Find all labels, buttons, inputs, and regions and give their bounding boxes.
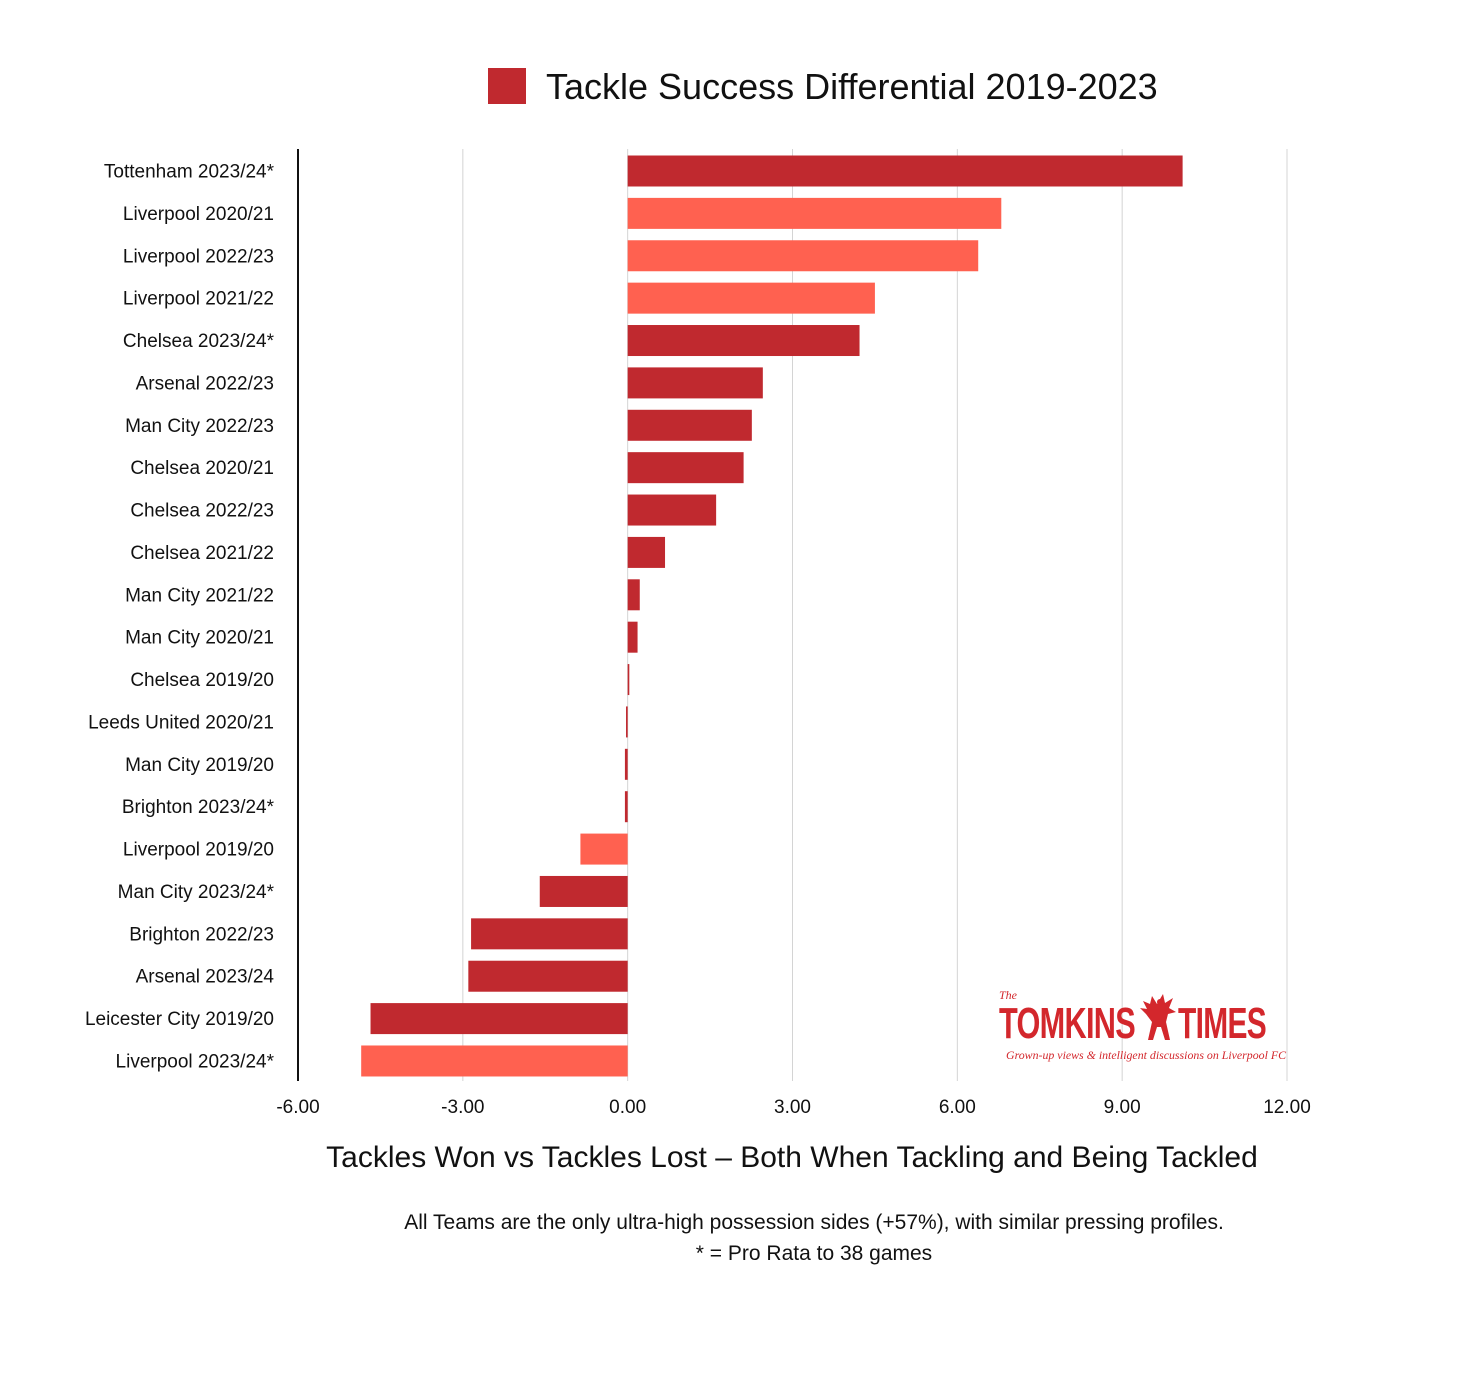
bar <box>580 833 628 865</box>
bar <box>627 240 979 272</box>
category-label: Man City 2019/20 <box>125 755 274 776</box>
category-label: Tottenham 2023/24* <box>104 162 275 183</box>
category-label: Leeds United 2020/21 <box>88 712 274 733</box>
x-axis-title: Tackles Won vs Tackles Lost – Both When … <box>326 1141 1258 1174</box>
bar <box>627 325 860 357</box>
x-tick-label: 6.00 <box>939 1097 976 1118</box>
category-label: Arsenal 2023/24 <box>136 967 275 988</box>
category-labels: Tottenham 2023/24* Liverpool 2020/21 Liver… <box>85 162 275 1073</box>
category-label: Leicester City 2019/20 <box>85 1009 274 1030</box>
bar <box>471 918 628 950</box>
category-label: Chelsea 2021/22 <box>130 543 274 564</box>
x-tick-labels: -6.00 -3.00 0.00 3.00 6.00 9.00 12.00 <box>276 1097 1310 1118</box>
bar <box>627 197 1002 229</box>
category-label: Chelsea 2019/20 <box>130 670 274 691</box>
legend: Tackle Success Differential 2019-2023 <box>488 66 1158 107</box>
bar <box>627 155 1183 187</box>
category-label: Liverpool 2019/20 <box>123 840 274 861</box>
category-label: Liverpool 2023/24* <box>116 1051 275 1072</box>
category-label: Man City 2023/24* <box>118 882 275 903</box>
category-label: Man City 2021/22 <box>125 585 274 606</box>
bar <box>627 409 752 441</box>
x-tick-label: 12.00 <box>1263 1097 1311 1118</box>
legend-swatch <box>488 68 526 104</box>
bar <box>370 1003 628 1035</box>
logo-times: TIMES <box>1178 999 1266 1048</box>
bar <box>624 791 628 823</box>
category-label: Chelsea 2023/24* <box>123 331 275 352</box>
bar <box>627 664 630 696</box>
logo-tomkins: TOMKINS <box>999 999 1135 1048</box>
category-label: Chelsea 2020/21 <box>130 458 274 479</box>
note-line-1: All Teams are the only ultra-high posses… <box>404 1211 1224 1234</box>
category-label: Liverpool 2021/22 <box>123 289 274 310</box>
bar <box>627 452 744 484</box>
bar <box>468 960 628 992</box>
bars <box>361 155 1183 1077</box>
tomkins-times-logo: The TOMKINS TIMES Grown-up views & intel… <box>999 988 1286 1062</box>
bar <box>627 367 763 399</box>
note-line-2: * = Pro Rata to 38 games <box>696 1242 932 1265</box>
category-label: Arsenal 2022/23 <box>136 373 274 394</box>
bar <box>627 536 666 568</box>
bar <box>361 1045 628 1077</box>
bar <box>539 875 628 907</box>
x-tick-label: 3.00 <box>774 1097 811 1118</box>
bar <box>627 282 875 314</box>
category-label: Man City 2022/23 <box>125 416 274 437</box>
bar <box>627 621 638 653</box>
x-tick-label: 0.00 <box>609 1097 646 1118</box>
x-tick-label: -3.00 <box>441 1097 484 1118</box>
category-label: Chelsea 2022/23 <box>130 501 274 522</box>
category-label: Liverpool 2020/21 <box>123 204 274 225</box>
liverbird-icon <box>1140 994 1176 1040</box>
logo-tagline: Grown-up views & intelligent discussions… <box>1006 1050 1286 1062</box>
bar <box>624 748 628 780</box>
x-tick-label: -6.00 <box>276 1097 319 1118</box>
bar <box>627 579 640 611</box>
category-label: Liverpool 2022/23 <box>123 246 274 267</box>
category-label: Brighton 2023/24* <box>122 797 275 818</box>
logo-the: The <box>999 988 1018 1002</box>
category-label: Brighton 2022/23 <box>129 924 274 945</box>
category-label: Man City 2020/21 <box>125 628 274 649</box>
x-tick-label: 9.00 <box>1104 1097 1141 1118</box>
bar <box>627 494 717 526</box>
legend-label: Tackle Success Differential 2019-2023 <box>546 66 1158 107</box>
bar <box>626 706 628 738</box>
